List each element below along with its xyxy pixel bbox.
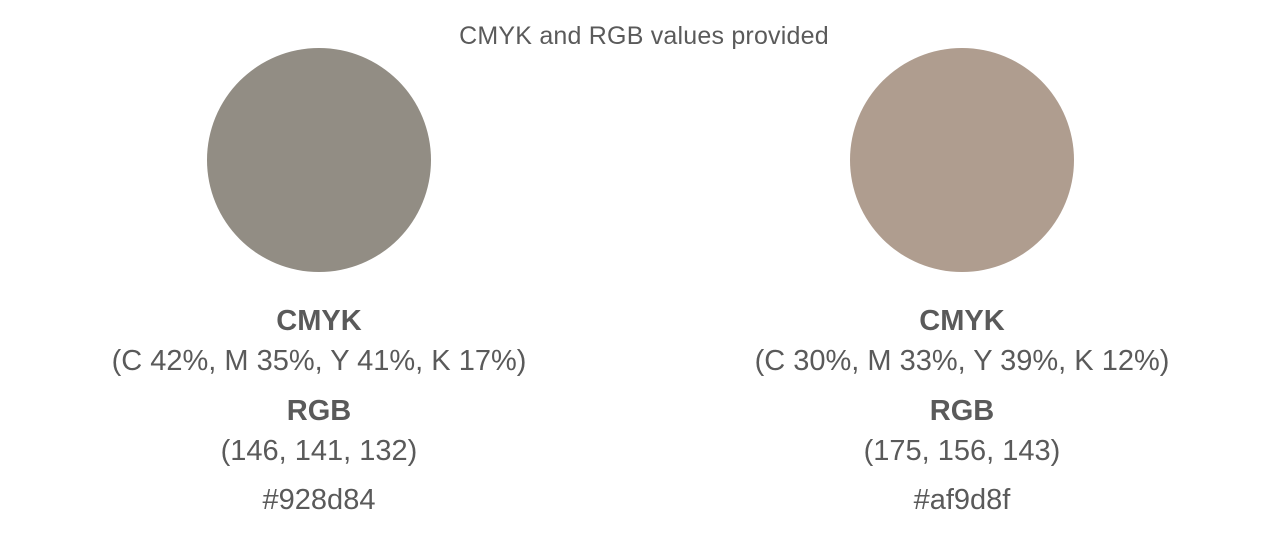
swatch-card-2: CMYK (C 30%, M 33%, Y 39%, K 12%) RGB (1… [702,48,1222,528]
rgb-value: (146, 141, 132) [220,435,418,467]
hex-value: #928d84 [262,484,376,516]
page-title: CMYK and RGB values provided [459,22,829,50]
color-swatch-circle [850,48,1074,272]
color-swatch-circle [207,48,431,272]
hex-value: #af9d8f [913,484,1011,516]
cmyk-value: (C 42%, M 35%, Y 41%, K 17%) [111,345,527,377]
cmyk-label: CMYK [276,305,362,337]
swatch-card-1: CMYK (C 42%, M 35%, Y 41%, K 17%) RGB (1… [59,48,579,528]
cmyk-value: (C 30%, M 33%, Y 39%, K 12%) [754,345,1170,377]
rgb-label: RGB [286,395,352,427]
rgb-value: (175, 156, 143) [863,435,1061,467]
cmyk-label: CMYK [919,305,1005,337]
rgb-label: RGB [929,395,995,427]
